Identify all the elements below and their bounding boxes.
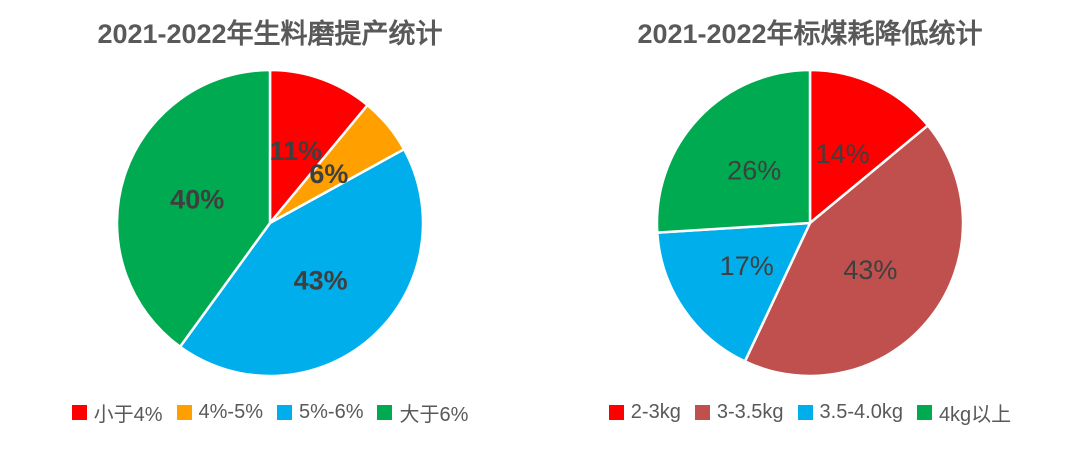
legend-label: 5%-6% <box>299 401 364 423</box>
slice-label: 43% <box>843 255 897 285</box>
legend-item: 4%-5% <box>176 401 263 424</box>
legend-item: 3.5-4.0kg <box>797 401 903 424</box>
pie-slice <box>656 221 812 363</box>
legend-swatch <box>797 405 813 420</box>
legend-label: 4%-5% <box>198 401 263 423</box>
legend-swatch <box>277 405 292 420</box>
chart-coal-consumption: 2021-2022年标煤耗降低统计 14% 43% 17% 26% 2-3kg 3-3.… <box>540 0 1080 456</box>
slice-label: 17% <box>720 251 774 281</box>
pie-slice <box>115 68 272 349</box>
slice-label: 26% <box>727 156 781 186</box>
legend-item: 5%-6% <box>277 401 363 424</box>
slice-label: 43% <box>294 265 348 295</box>
pie-chart-coal: 14% 43% 17% 26% <box>655 68 965 378</box>
slice-label: 6% <box>309 159 348 189</box>
legend-swatch <box>377 405 393 420</box>
legend-item: 2-3kg <box>608 401 681 424</box>
legend-item: 4kg以上 <box>916 398 1012 427</box>
legend-item: 小于4% <box>71 398 163 427</box>
slice-label: 11% <box>270 136 323 166</box>
legend-swatch <box>916 405 932 420</box>
legend-swatch <box>694 405 710 420</box>
pie-slice <box>178 148 425 378</box>
slice-label: 14% <box>816 139 870 169</box>
legend-label: 2-3kg <box>630 401 681 423</box>
legend-label: 大于6% <box>399 404 469 426</box>
chart-legend-raw-mill: 小于4% 4%-5% 5%-6% 大于6% <box>71 398 468 427</box>
chart-legend-coal: 2-3kg 3-3.5kg 3.5-4.0kg 4kg以上 <box>608 398 1012 427</box>
legend-swatch <box>176 405 192 420</box>
legend-label: 3-3.5kg <box>716 401 784 423</box>
pie-slice <box>655 68 812 234</box>
legend-item: 大于6% <box>377 398 468 427</box>
chart-raw-mill-production: 2021-2022年生料磨提产统计 11% 6% 43% 40% 小于4% 4%-5% 5… <box>71 19 468 427</box>
pie-slice <box>268 68 369 225</box>
pie-chart-raw-mill: 11%6% 43% 40% <box>115 68 425 378</box>
legend-item: 3-3.5kg <box>694 401 784 424</box>
legend-label: 小于4% <box>93 404 163 426</box>
pie-slice <box>808 68 930 225</box>
pie-slice <box>743 124 965 378</box>
chart-title-raw-mill: 2021-2022年生料磨提产统计 <box>97 19 443 49</box>
legend-label: 4kg以上 <box>938 404 1012 426</box>
chart-title-coal: 2021-2022年标煤耗降低统计 <box>637 19 983 49</box>
legend-label: 3.5-4.0kg <box>819 401 903 423</box>
legend-swatch <box>608 405 624 420</box>
slice-label: 40% <box>170 184 224 214</box>
legend-swatch <box>71 405 87 420</box>
